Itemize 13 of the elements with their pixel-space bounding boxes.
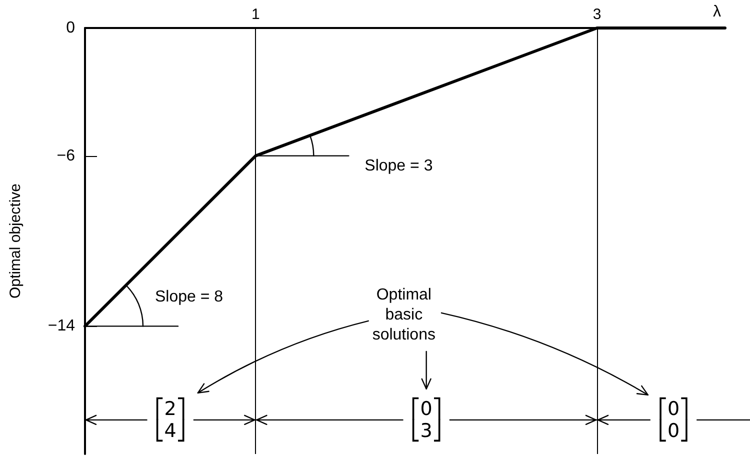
x-tick-label: 3 — [592, 6, 602, 23]
annotation: Slope = 8 — [155, 288, 224, 306]
annotation: Slope = 3 — [364, 157, 433, 174]
y-tick-label: −6 — [56, 147, 76, 164]
annotation: ⎡0⎤ ⎣0⎦ — [658, 396, 690, 442]
annotation: ⎡0⎤ ⎣3⎦ — [410, 396, 442, 442]
x-axis-title: λ — [713, 4, 721, 20]
annotation: Optimal basic solutions — [372, 286, 436, 344]
y-tick-label: −14 — [48, 318, 76, 335]
y-tick-label: 0 — [66, 20, 76, 36]
annotation: ⎡2⎤ ⎣4⎦ — [154, 396, 186, 442]
y-axis-title: Optimal objective — [7, 183, 24, 299]
x-tick-label: 1 — [251, 6, 260, 23]
